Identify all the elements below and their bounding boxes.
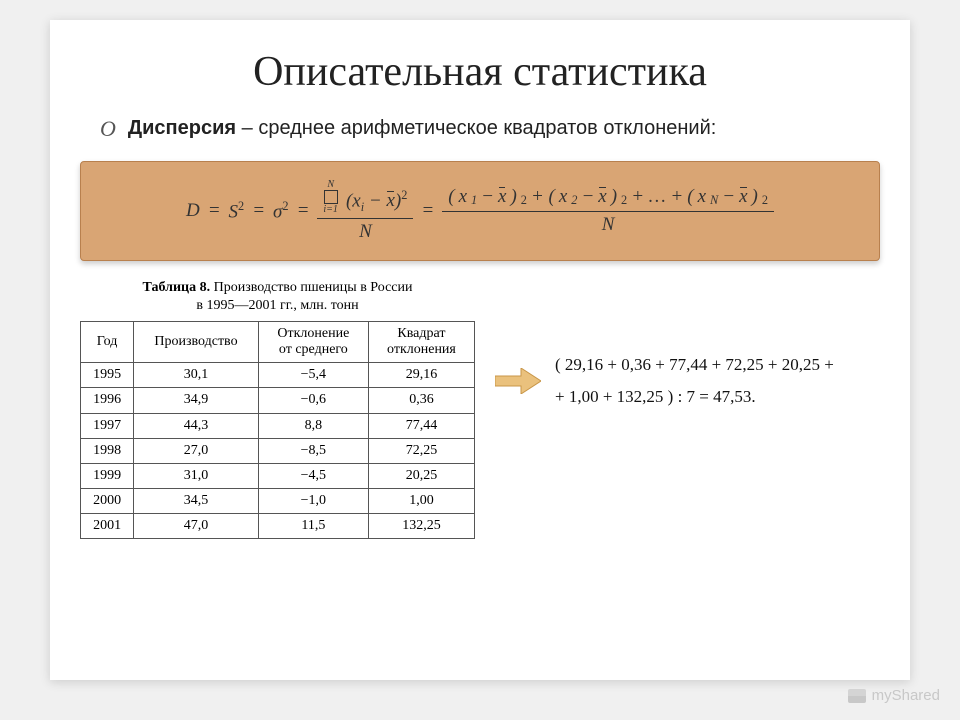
table-cell: 27,0 xyxy=(134,438,259,463)
table-label: Таблица 8. xyxy=(142,280,210,295)
table-row: 200034,5−1,01,00 xyxy=(81,488,475,513)
table-cell: 1,00 xyxy=(368,488,474,513)
table-caption: Таблица 8. Производство пшеницы в России… xyxy=(80,279,475,315)
table-cell: 47,0 xyxy=(134,513,259,538)
table-cell: −4,5 xyxy=(258,463,368,488)
calc-line1: ( 29,16 + 0,36 + 77,44 + 72,25 + 20,25 + xyxy=(555,349,834,381)
slide-title: Описательная статистика xyxy=(80,48,880,96)
table-cell: 8,8 xyxy=(258,413,368,438)
table-cell: 1995 xyxy=(81,363,134,388)
table-cell: 30,1 xyxy=(134,363,259,388)
bullet-text: Дисперсия – среднее арифметическое квадр… xyxy=(128,114,716,142)
lower-area: Таблица 8. Производство пшеницы в России… xyxy=(80,279,880,539)
fraction-sum: N i=1 (xi − x)2 N xyxy=(317,179,413,243)
right-area: ( 29,16 + 0,36 + 77,44 + 72,25 + 20,25 +… xyxy=(495,349,880,414)
sum-box-icon xyxy=(324,190,338,204)
table-cell: 34,9 xyxy=(134,388,259,413)
col-header: Производство xyxy=(134,322,259,363)
caption-line2: в 1995—2001 гг., млн. тонн xyxy=(196,298,358,313)
table-cell: −0,6 xyxy=(258,388,368,413)
table-cell: 2001 xyxy=(81,513,134,538)
table-cell: 34,5 xyxy=(134,488,259,513)
table-row: 199931,0−4,520,25 xyxy=(81,463,475,488)
table-row: 199634,9−0,60,36 xyxy=(81,388,475,413)
table-area: Таблица 8. Производство пшеницы в России… xyxy=(80,279,475,539)
definition: – среднее арифметическое квадратов откло… xyxy=(236,117,716,139)
table-cell: 29,16 xyxy=(368,363,474,388)
col-header: Год xyxy=(81,322,134,363)
formula-lhs-d: D xyxy=(186,200,200,222)
table-cell: −5,4 xyxy=(258,363,368,388)
variance-formula: D = S2 = σ2 = N i=1 (xi − x)2 N = xyxy=(186,179,774,243)
watermark-text: myShared xyxy=(872,687,940,704)
table-cell: −8,5 xyxy=(258,438,368,463)
table-cell: 132,25 xyxy=(368,513,474,538)
table-cell: 20,25 xyxy=(368,463,474,488)
bullet-row: O Дисперсия – среднее арифметическое ква… xyxy=(80,114,880,145)
bullet-marker: O xyxy=(100,114,116,145)
col-header: Отклонениеот среднего xyxy=(258,322,368,363)
table-cell: 72,25 xyxy=(368,438,474,463)
slide: Описательная статистика O Дисперсия – ср… xyxy=(50,20,910,680)
table-cell: 1998 xyxy=(81,438,134,463)
col-header: Квадратотклонения xyxy=(368,322,474,363)
data-table: ГодПроизводствоОтклонениеот среднегоКвад… xyxy=(80,321,475,539)
table-cell: 2000 xyxy=(81,488,134,513)
table-cell: 31,0 xyxy=(134,463,259,488)
watermark: myShared xyxy=(848,687,940,704)
formula-lhs-s: S xyxy=(229,201,239,222)
fraction-expanded: (x1 − x)2 + (x2 − x)2 + … + (xN − x)2 N xyxy=(442,186,774,236)
table-cell: 1999 xyxy=(81,463,134,488)
table-cell: 11,5 xyxy=(258,513,368,538)
table-cell: 0,36 xyxy=(368,388,474,413)
table-row: 199744,38,877,44 xyxy=(81,413,475,438)
table-row: 199530,1−5,429,16 xyxy=(81,363,475,388)
formula-box: D = S2 = σ2 = N i=1 (xi − x)2 N = xyxy=(80,161,880,261)
table-row: 199827,0−8,572,25 xyxy=(81,438,475,463)
table-cell: −1,0 xyxy=(258,488,368,513)
formula-lhs-sigma: σ xyxy=(273,201,282,222)
watermark-icon xyxy=(848,689,866,703)
table-cell: 44,3 xyxy=(134,413,259,438)
table-cell: 1996 xyxy=(81,388,134,413)
calculation: ( 29,16 + 0,36 + 77,44 + 72,25 + 20,25 +… xyxy=(555,349,834,414)
term: Дисперсия xyxy=(128,117,236,139)
arrow-right-icon xyxy=(495,368,541,394)
calc-line2: + 1,00 + 132,25 ) : 7 = 47,53. xyxy=(555,381,834,413)
table-cell: 1997 xyxy=(81,413,134,438)
table-cell: 77,44 xyxy=(368,413,474,438)
table-row: 200147,011,5132,25 xyxy=(81,513,475,538)
caption-line1: Производство пшеницы в России xyxy=(214,280,413,295)
